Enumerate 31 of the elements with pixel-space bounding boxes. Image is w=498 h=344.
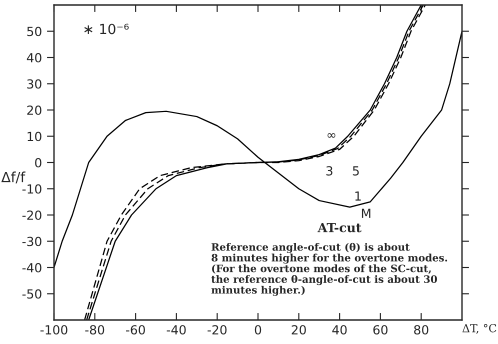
annotation: 3 <box>326 166 332 176</box>
y-tick-label: 20 <box>27 105 42 115</box>
x-tick-label: -20 <box>208 325 227 335</box>
y-axis-title: Δf/f <box>1 172 26 184</box>
annotation: 5 <box>352 166 359 176</box>
annotation: M <box>362 208 370 218</box>
x-tick-label: -40 <box>166 325 186 335</box>
y-tick-label: 0 <box>35 158 42 168</box>
x-tick-label: -80 <box>85 325 104 335</box>
y-tick-label: -50 <box>22 289 42 299</box>
annotation: ∞ <box>328 133 336 138</box>
x-tick-label: 20 <box>292 325 306 335</box>
y-tick-label: -10 <box>22 184 42 194</box>
x-tick-label: 80 <box>414 325 428 335</box>
x-tick-label: -60 <box>126 325 145 335</box>
y-tick-label: 10 <box>28 132 42 142</box>
x-axis-title: ΔT, °C <box>462 324 496 334</box>
annotation: ∗ 10⁻⁶ <box>84 24 129 34</box>
annotation: Reference angle-of-cut (θ) is about 8 minutes higher for the overtone modes. (For the overtone modes of the SC-cut, the reference θ-angle-of-cut is about 30 minutes higher.) <box>211 242 448 296</box>
x-tick-label: 60 <box>373 325 388 335</box>
y-tick-label: -30 <box>22 236 42 246</box>
annotation: 1 <box>355 191 361 201</box>
y-tick-label: 50 <box>27 26 42 36</box>
x-tick-label: 40 <box>332 325 347 335</box>
x-tick-label: -100 <box>40 325 68 335</box>
y-tick-label: 30 <box>27 79 42 89</box>
annotation: AT-cut <box>318 222 362 232</box>
x-tick-label: 0 <box>254 325 262 335</box>
y-tick-label: -40 <box>22 262 42 272</box>
y-tick-label: -20 <box>22 210 42 220</box>
y-tick-label: 40 <box>26 52 42 62</box>
